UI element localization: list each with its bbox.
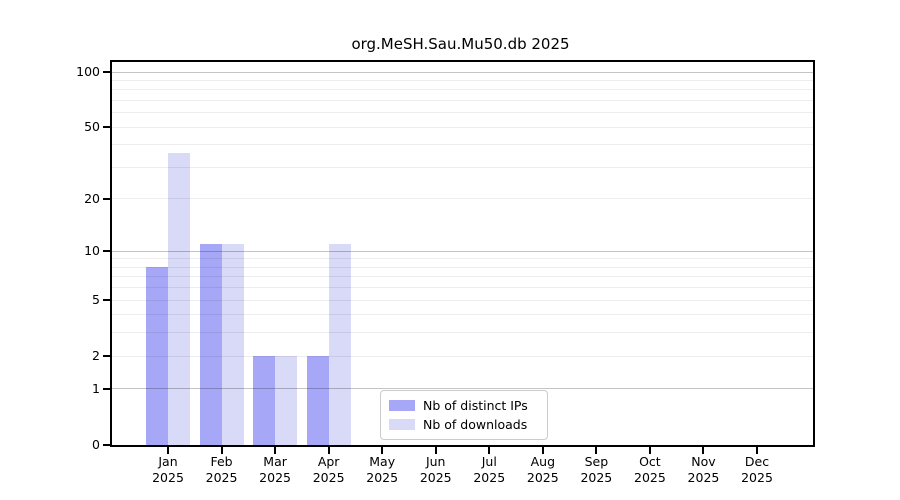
gridline-minor-90 (112, 79, 813, 81)
gridline-major-100 (112, 71, 813, 73)
bar-distinct-ips-feb (199, 244, 222, 445)
y-axis-tick-label-1: 1 (92, 380, 100, 396)
x-axis-tick-jun (434, 447, 437, 454)
bar-downloads-mar (275, 356, 298, 445)
x-axis-tick-label-jun: Jun 2025 (419, 454, 452, 485)
legend-label-distinct-ips: Nb of distinct IPs (423, 398, 528, 413)
y-axis-tick-50 (103, 126, 110, 129)
plot-area: Nb of distinct IPs Nb of downloads 0 1 2 5 1… (76, 60, 815, 485)
bar-downloads-apr (328, 244, 351, 445)
x-axis-tick-label-oct: Oct 2025 (634, 454, 666, 485)
x-axis-tick-oct (648, 447, 651, 454)
y-axis-tick-5 (103, 299, 110, 302)
legend-swatch-distinct-ips (389, 400, 415, 411)
gridline-minor-40 (112, 144, 813, 146)
x-axis-tick-mar (274, 447, 277, 454)
x-axis-tick-label-nov: Nov 2025 (687, 454, 720, 485)
y-axis-tick-label-50: 50 (84, 119, 100, 135)
y-axis-tick-1 (103, 387, 110, 390)
bar-distinct-ips-mar (253, 356, 276, 445)
x-axis-tick-aug (541, 447, 544, 454)
x-axis-tick-label-may: May 2025 (366, 454, 399, 485)
gridline-minor-80 (112, 89, 813, 91)
y-axis-tick-label-100: 100 (76, 64, 100, 79)
bar-downloads-feb (221, 244, 244, 445)
gridline-minor-50 (112, 126, 813, 128)
legend-item-distinct-ips: Nb of distinct IPs (389, 396, 539, 415)
y-axis-tick-0 (103, 444, 110, 446)
x-axis-tick-apr (327, 447, 330, 454)
y-axis-tick-label-20: 20 (84, 190, 100, 206)
x-axis-tick-dec (756, 447, 758, 454)
legend-swatch-downloads (389, 419, 415, 430)
chart-title: org.MeSH.Sau.Mu50.db 2025 (351, 35, 570, 53)
x-axis-tick-label-dec: Dec 2025 (741, 454, 773, 485)
gridline-minor-20 (112, 198, 813, 200)
x-axis-tick-feb (220, 447, 223, 454)
x-axis-tick-label-mar: Mar 2025 (259, 454, 291, 485)
x-axis-tick-label-sep: Sep 2025 (580, 454, 613, 485)
x-axis-tick-may (381, 447, 384, 454)
legend-item-downloads: Nb of downloads (389, 415, 539, 434)
y-axis-tick-label-2: 2 (92, 348, 100, 364)
bar-distinct-ips-jan (146, 267, 168, 445)
bar-distinct-ips-apr (306, 356, 329, 445)
x-axis-tick-label-feb: Feb 2025 (205, 454, 238, 485)
x-axis-tick-label-aug: Aug 2025 (526, 454, 559, 485)
y-axis-tick-20 (103, 197, 110, 200)
y-axis-tick-label-0: 0 (92, 437, 100, 452)
x-axis-tick-label-apr: Apr 2025 (312, 454, 345, 485)
x-axis-tick-jul (488, 447, 491, 454)
y-axis-tick-2 (103, 355, 110, 358)
x-axis-tick-sep (595, 447, 598, 454)
x-axis-tick-nov (702, 447, 705, 454)
x-axis-tick-jan (167, 447, 169, 454)
gridline-minor-70 (112, 99, 813, 101)
y-axis-tick-label-5: 5 (92, 292, 100, 308)
gridline-minor-30 (112, 166, 813, 168)
bar-downloads-jan (168, 153, 190, 445)
y-axis-tick-10 (103, 250, 110, 253)
legend: Nb of distinct IPs Nb of downloads (380, 390, 548, 440)
y-axis-tick-100 (103, 71, 110, 73)
legend-label-downloads: Nb of downloads (423, 417, 528, 432)
x-axis-tick-label-jan: Jan 2025 (152, 454, 184, 485)
x-axis-tick-label-jul: Jul 2025 (473, 454, 506, 485)
gridline-minor-60 (112, 112, 813, 114)
y-axis-tick-label-10: 10 (84, 243, 100, 259)
